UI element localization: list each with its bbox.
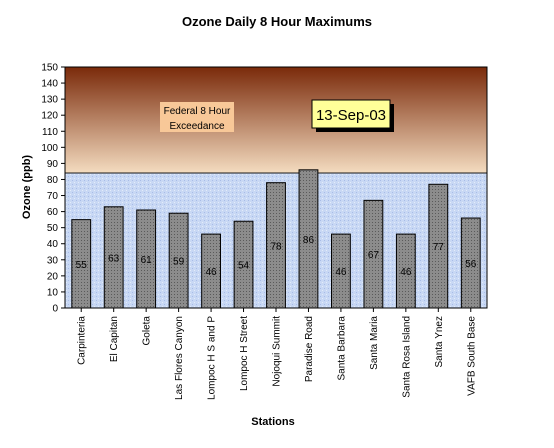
- x-axis-labels: Carpinteria El Capitan Goleta Las Flores Ca…: [77, 308, 477, 400]
- x-tick-label: Santa Maria: [369, 316, 380, 370]
- exceedance-annotation-line-2: Exceedance: [169, 121, 224, 132]
- x-tick-label: Lompoc H Street: [239, 316, 250, 391]
- y-tick-label: 30: [47, 255, 59, 266]
- data-label: 78: [270, 241, 282, 252]
- y-tick-label: 140: [41, 79, 58, 90]
- y-tick-label: 60: [47, 207, 59, 218]
- x-axis-title: Stations: [251, 416, 294, 428]
- x-tick-label: Santa Ynez: [434, 316, 445, 368]
- x-tick-label: VAFB South Base: [466, 316, 477, 396]
- data-label: 46: [400, 267, 412, 278]
- chart-title: Ozone Daily 8 Hour Maximums: [182, 14, 372, 29]
- data-label: 63: [108, 253, 120, 264]
- x-tick-label: Nojoqui Summit: [272, 316, 283, 387]
- data-label: 77: [433, 242, 445, 253]
- y-tick-label: 0: [52, 304, 58, 315]
- x-tick-label: Carpinteria: [77, 316, 88, 365]
- data-label: 86: [303, 235, 315, 246]
- data-label: 61: [141, 255, 153, 266]
- y-tick-label: 20: [47, 271, 59, 282]
- y-tick-label: 130: [41, 95, 58, 106]
- y-tick-label: 150: [41, 63, 58, 74]
- x-tick-label: El Capitan: [109, 316, 120, 362]
- date-label: 13-Sep-03: [311, 99, 394, 132]
- y-tick-label: 110: [42, 127, 58, 138]
- exceedance-annotation-box: [160, 102, 234, 132]
- date-label-text: 13-Sep-03: [316, 107, 386, 124]
- x-tick-label: Goleta: [142, 316, 153, 346]
- y-tick-label: 10: [47, 287, 59, 298]
- y-tick-label: 40: [47, 239, 59, 250]
- y-tick-label: 100: [41, 143, 58, 154]
- exceedance-annotation: Federal 8 Hour Exceedance: [160, 102, 234, 132]
- y-tick-label: 90: [47, 159, 59, 170]
- exceedance-annotation-line-1: Federal 8 Hour: [164, 106, 231, 117]
- data-label: 67: [368, 250, 380, 261]
- y-tick-label: 50: [47, 223, 59, 234]
- data-label: 54: [238, 261, 250, 272]
- exceedance-band: [65, 67, 487, 174]
- data-label: 46: [206, 267, 218, 278]
- date-label-box: [311, 99, 391, 129]
- x-tick-label: Santa Rosa Island: [401, 316, 412, 398]
- data-label: 56: [465, 259, 477, 270]
- y-tick-label: 120: [41, 111, 58, 122]
- x-tick-label: Santa Barbara: [336, 316, 347, 381]
- data-label: 46: [335, 267, 347, 278]
- data-label: 59: [173, 257, 185, 268]
- bars: 55 63 61 59 46 54 78 86 46 67 46 77 56: [71, 169, 481, 309]
- x-tick-label: Las Flores Canyon: [174, 316, 185, 400]
- x-tick-label: Lompoc H S and P: [207, 316, 218, 400]
- y-tick-label: 80: [47, 175, 59, 186]
- y-axis: 0 10 20 30 40 50 60 70 80 90 100 110 120 130 140 150: [41, 63, 65, 315]
- x-tick-label: Paradise Road: [304, 316, 315, 382]
- y-axis-title: Ozone (ppb): [21, 155, 33, 219]
- data-label: 55: [76, 260, 88, 271]
- y-tick-label: 70: [47, 191, 59, 202]
